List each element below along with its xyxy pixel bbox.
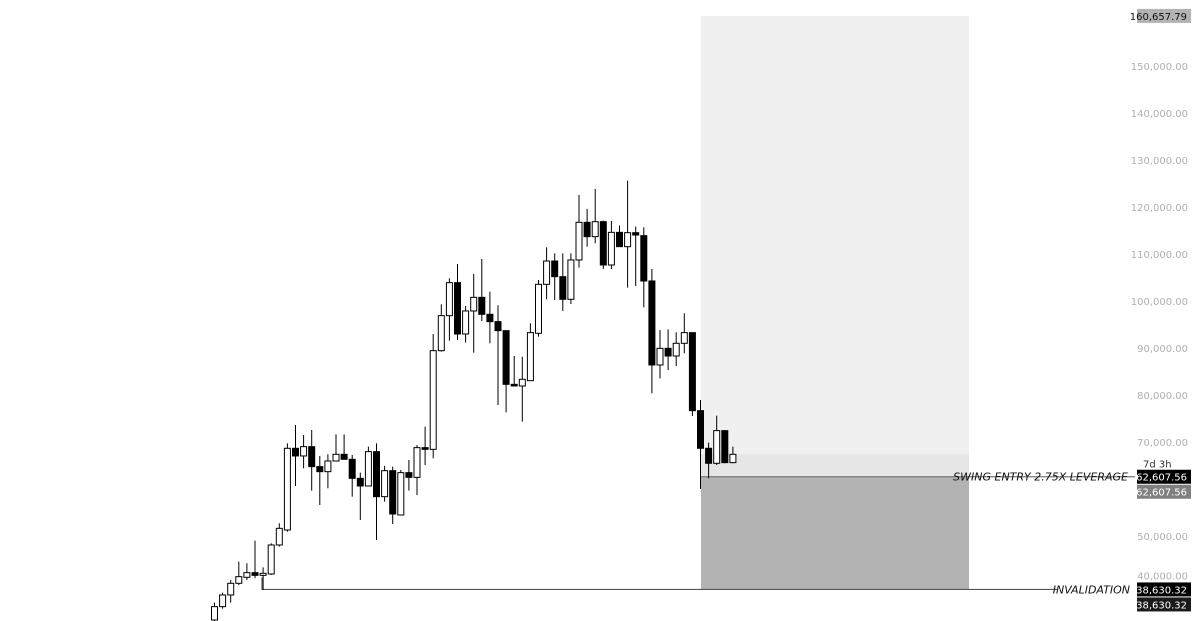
- candle-up: [567, 259, 575, 300]
- axis-tick-label: 40,000.00: [1137, 571, 1188, 582]
- axis-tick-label: 130,000.00: [1131, 156, 1188, 167]
- axis-tick-label: 90,000.00: [1137, 344, 1188, 355]
- candle-up: [591, 221, 599, 238]
- horizontal-lines: SWING ENTRY 2.75X LEVERAGE INVALIDATION: [261, 471, 1135, 596]
- axis-tick-label: 50,000.00: [1137, 532, 1188, 543]
- candle-up: [364, 451, 372, 487]
- candle-down: [510, 383, 518, 387]
- axis-tick-label: 120,000.00: [1131, 203, 1188, 214]
- axis-tick-label: 140,000.00: [1131, 109, 1188, 120]
- candle-down: [308, 446, 316, 468]
- candle-up: [462, 310, 470, 335]
- candle-down: [559, 276, 567, 300]
- invalidation-price-tag-bg: [1137, 582, 1191, 597]
- axis-tick-label: 110,000.00: [1131, 250, 1188, 261]
- candle-up: [243, 572, 251, 578]
- candle-up: [575, 221, 583, 261]
- candle-up: [397, 472, 405, 516]
- candle-down: [632, 232, 640, 236]
- candle-up: [680, 332, 688, 344]
- candle-up: [470, 296, 478, 312]
- candle-down: [502, 330, 510, 385]
- candle-down: [251, 572, 259, 576]
- candle-up: [713, 430, 721, 464]
- candle-up: [624, 232, 632, 248]
- entry-line-label: SWING ENTRY 2.75X LEVERAGE: [953, 471, 1128, 484]
- entry-position-tag-bg: [1137, 484, 1191, 499]
- candle-up: [729, 453, 737, 464]
- candle-up: [275, 527, 283, 546]
- invalidation-price-tag: 38,630.32: [1136, 585, 1187, 596]
- countdown-label: 7d 3h: [1143, 460, 1172, 471]
- candle-up: [518, 378, 526, 387]
- stop-position-tag: 38,630.32: [1136, 600, 1187, 611]
- invalidation-line: [261, 577, 1058, 591]
- candle-down: [664, 347, 672, 357]
- candle-down: [583, 221, 591, 238]
- candle-down: [616, 231, 623, 248]
- candle-down: [348, 458, 356, 479]
- target-price-tag-bg: [1137, 8, 1191, 23]
- entry-position-tag: 62,607.56: [1136, 488, 1187, 499]
- candle-down: [705, 447, 713, 464]
- candle-up: [219, 594, 227, 608]
- candle-down: [494, 321, 502, 332]
- candle-up: [235, 576, 243, 584]
- price-tags: 160,657.79 7d 3h 62,607.56 62,607.56 38,630.…: [1130, 8, 1191, 612]
- candle-up: [543, 260, 551, 285]
- entry-price-tag-bg: [1137, 469, 1191, 484]
- candle-up: [413, 447, 421, 478]
- candle-up: [437, 315, 445, 352]
- candle-down: [405, 472, 413, 478]
- candle-up: [211, 606, 218, 621]
- candle-up: [300, 446, 308, 457]
- candles: [211, 180, 737, 621]
- target-price-tag: 160,657.79: [1130, 12, 1187, 23]
- position-tool[interactable]: [701, 15, 969, 590]
- axis-tick-label: 80,000.00: [1137, 391, 1188, 402]
- candle-down: [648, 280, 656, 366]
- candle-down: [389, 470, 397, 515]
- candle-up: [259, 572, 267, 576]
- candle-up: [535, 283, 542, 334]
- invalidation-line-label: INVALIDATION: [1053, 583, 1130, 596]
- candle-up: [227, 582, 235, 596]
- axis-tick-label: 70,000.00: [1137, 438, 1188, 449]
- price-axis[interactable]: 150,000.00 140,000.00 130,000.00 120,000.00…: [1131, 62, 1188, 582]
- candle-up: [607, 231, 615, 266]
- target-zone: [701, 15, 969, 477]
- candle-up: [656, 347, 664, 366]
- stop-position-tag-bg: [1137, 597, 1191, 612]
- candle-down: [486, 313, 494, 323]
- candle-up: [267, 544, 275, 575]
- candle-down: [599, 221, 607, 266]
- candle-up: [381, 470, 389, 498]
- candle-down: [421, 447, 429, 450]
- candle-up: [429, 350, 437, 450]
- candle-down: [373, 451, 380, 498]
- candle-down: [478, 296, 486, 315]
- candle-down: [640, 235, 648, 282]
- candle-down: [688, 332, 696, 412]
- candle-down: [551, 260, 559, 278]
- axis-tick-label: 100,000.00: [1131, 297, 1188, 308]
- candle-up: [283, 447, 291, 531]
- candle-up: [445, 282, 453, 317]
- candle-down: [356, 477, 364, 487]
- candle-up: [526, 332, 534, 382]
- candle-down: [316, 466, 324, 473]
- stop-zone: [701, 476, 969, 590]
- candle-up: [324, 460, 332, 473]
- entry-price-tag: 62,607.56: [1136, 473, 1187, 484]
- candle-down: [721, 430, 729, 464]
- axis-tick-label: 150,000.00: [1131, 62, 1188, 73]
- candle-down: [454, 282, 461, 335]
- candle-down: [697, 410, 704, 449]
- candle-up: [332, 453, 340, 462]
- open-pnl-zone: [701, 454, 969, 477]
- candle-down: [292, 447, 299, 457]
- candle-down: [340, 453, 348, 460]
- candle-up: [672, 342, 680, 357]
